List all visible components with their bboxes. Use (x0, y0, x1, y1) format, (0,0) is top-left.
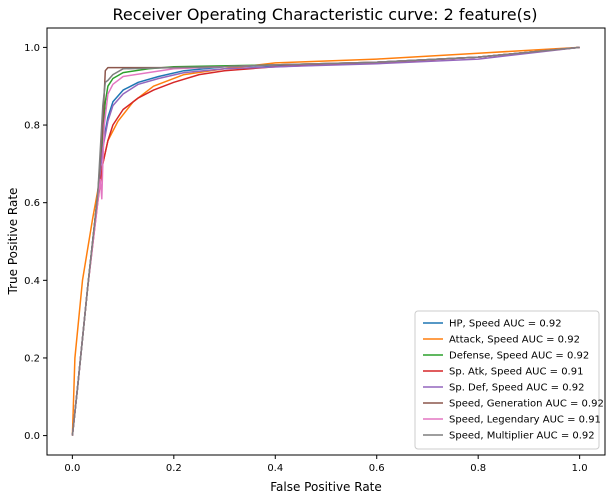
y-tick-label: 0.6 (24, 198, 40, 209)
y-tick-label: 0.8 (24, 121, 40, 132)
roc-curve-series-1 (71, 46, 580, 436)
x-tick-label: 1.0 (572, 463, 588, 474)
legend-label: Attack, Speed AUC = 0.92 (449, 335, 580, 346)
legend-label: Sp. Atk, Speed AUC = 0.91 (449, 367, 583, 378)
x-tick-label: 0.2 (166, 463, 182, 474)
y-tick-label: 0.2 (24, 353, 40, 364)
x-tick-label: 0.0 (64, 463, 80, 474)
legend-label: Speed, Generation AUC = 0.92 (449, 399, 604, 410)
x-axis: 0.0 0.2 0.4 0.6 0.8 1.0 (64, 455, 588, 474)
legend-label: Defense, Speed AUC = 0.92 (449, 351, 589, 362)
legend: HP, Speed AUC = 0.92 Attack, Speed AUC = … (414, 310, 604, 450)
y-tick-label: 0.0 (24, 431, 40, 442)
x-tick-label: 0.6 (369, 463, 385, 474)
x-tick-label: 0.4 (267, 463, 283, 474)
legend-label: HP, Speed AUC = 0.92 (449, 319, 562, 330)
roc-curve-series-7 (71, 46, 580, 436)
y-tick-label: 0.4 (24, 276, 40, 287)
x-tick-label: 0.8 (470, 463, 486, 474)
legend-label: Speed, Legendary AUC = 0.91 (449, 415, 601, 426)
y-axis: 0.0 0.2 0.4 0.6 0.8 1.0 (24, 43, 47, 442)
legend-label: Sp. Def, Speed AUC = 0.92 (449, 383, 584, 394)
legend-label: Speed, Multiplier AUC = 0.92 (449, 431, 595, 442)
plot-area (46, 27, 606, 456)
roc-curves (71, 46, 580, 436)
y-axis-label: True Positive Rate (6, 188, 20, 296)
plot-frame (46, 27, 606, 456)
legend-box (414, 310, 600, 450)
chart-title: Receiver Operating Characteristic curve:… (113, 5, 538, 24)
y-tick-label: 1.0 (24, 43, 40, 54)
x-axis-label: False Positive Rate (270, 480, 382, 494)
